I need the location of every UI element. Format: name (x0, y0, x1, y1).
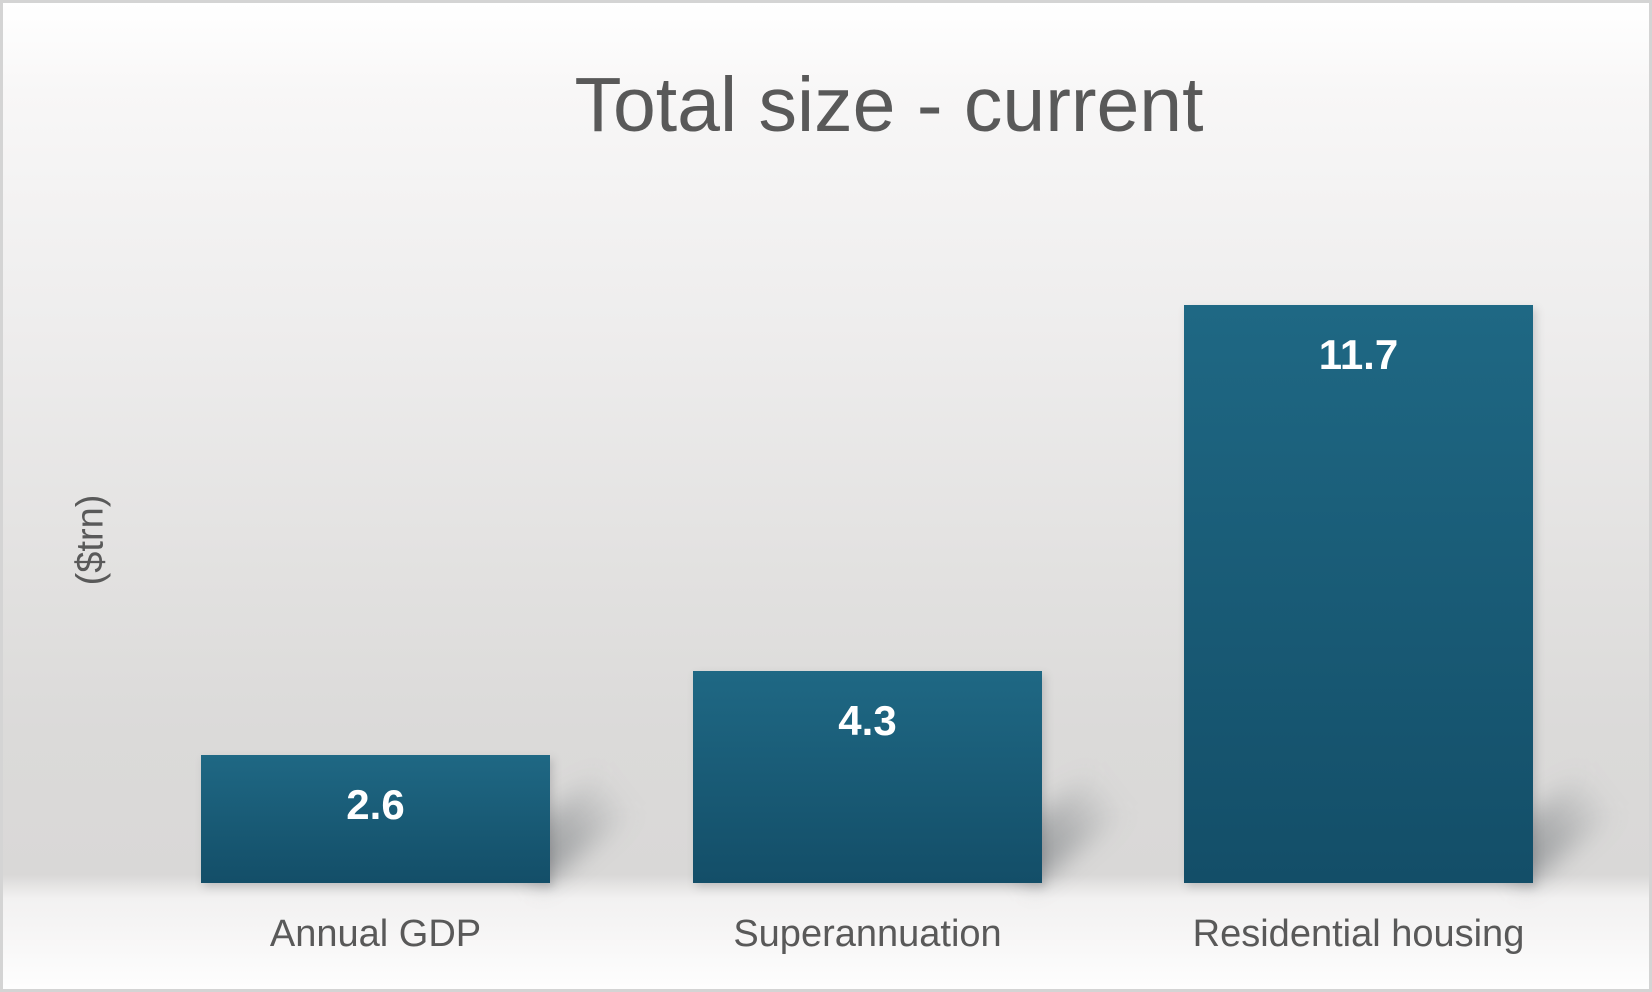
bar: 11.7 (1184, 305, 1533, 883)
bar: 2.6 (201, 755, 550, 883)
category-axis-label: Superannuation (733, 913, 1002, 955)
bar-value-label: 2.6 (346, 781, 405, 828)
bar: 4.3 (693, 671, 1042, 883)
category-axis-label: Annual GDP (269, 913, 482, 955)
chart-title: Total size - current (574, 62, 1204, 148)
bar-value-label: 4.3 (838, 697, 897, 744)
bar-value-label: 11.7 (1318, 331, 1399, 378)
plot-area: 2.6 Annual GDP 4.3 Superannuation 11.7 R… (3, 3, 1649, 989)
category-axis-label: Residential housing (1192, 913, 1525, 955)
